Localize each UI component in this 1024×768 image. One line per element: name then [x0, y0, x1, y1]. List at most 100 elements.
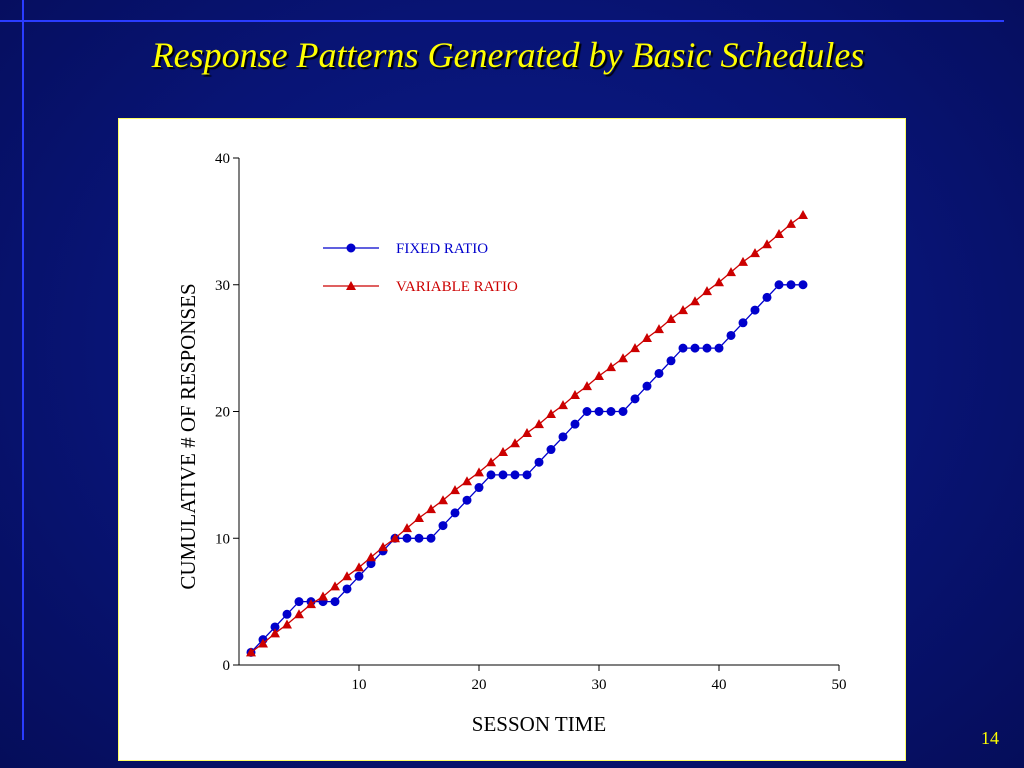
variable-ratio-point	[714, 277, 724, 287]
variable-ratio-point	[702, 286, 712, 296]
variable-ratio-point	[402, 523, 412, 533]
slide-number: 14	[981, 728, 999, 748]
fixed-ratio-point	[606, 407, 616, 416]
fixed-ratio-point	[558, 432, 568, 442]
x-tick-label: 20	[472, 677, 487, 693]
variable-ratio-point	[486, 457, 496, 467]
fixed-ratio-point	[618, 407, 628, 416]
variable-ratio-point	[546, 409, 556, 419]
fixed-ratio-point	[282, 609, 292, 619]
variable-ratio-point	[354, 562, 364, 572]
fixed-ratio-point	[414, 533, 424, 543]
variable-ratio-point	[342, 571, 352, 581]
fixed-ratio-series-line	[250, 284, 803, 653]
fixed-ratio-point	[498, 470, 508, 480]
fixed-ratio-point	[426, 533, 436, 543]
variable-ratio-point	[606, 362, 616, 372]
variable-ratio-point	[282, 619, 292, 629]
fixed-ratio-point	[486, 470, 496, 480]
variable-ratio-point	[642, 332, 652, 342]
slide-title: Response Patterns Generated by Basic Sch…	[151, 35, 865, 75]
fixed-ratio-point	[438, 521, 448, 531]
fixed-ratio-point	[750, 305, 760, 315]
decorative-horizontal-rule	[0, 20, 1004, 22]
fixed-ratio-point	[582, 407, 592, 416]
y-tick-label: 20	[215, 405, 230, 421]
variable-ratio-point	[306, 599, 316, 609]
variable-ratio-point	[510, 438, 520, 448]
variable-ratio-point	[438, 495, 448, 505]
variable-ratio-point	[630, 343, 640, 353]
fixed-ratio-point	[522, 470, 532, 480]
fixed-ratio-point	[330, 597, 340, 607]
y-tick-label: 10	[215, 531, 230, 547]
variable-ratio-point	[462, 476, 472, 486]
fixed-ratio-legend-label: FIXED RATIO	[396, 241, 488, 257]
fixed-ratio-point	[726, 330, 736, 340]
variable-ratio-point	[726, 267, 736, 277]
fixed-ratio-point	[450, 508, 460, 518]
y-tick-label: 30	[215, 278, 230, 294]
fixed-ratio-point	[594, 407, 604, 416]
cumulative-response-chart: 0 10 20 30 40 10 20 30 40 50 SESSON TIME CUMULATIVE…	[176, 151, 847, 736]
variable-ratio-point	[678, 305, 688, 315]
variable-ratio-point	[522, 428, 532, 438]
y-axis-label: CUMULATIVE # OF RESPONSES	[176, 283, 200, 589]
fixed-ratio-point	[630, 394, 640, 404]
variable-ratio-point	[774, 229, 784, 239]
variable-ratio-point	[738, 256, 748, 266]
variable-ratio-point	[258, 638, 268, 648]
variable-ratio-point	[786, 218, 796, 228]
fixed-ratio-point	[774, 280, 784, 290]
variable-ratio-point	[582, 381, 592, 391]
fixed-ratio-point	[786, 280, 796, 290]
variable-ratio-point	[558, 400, 568, 410]
variable-ratio-point	[762, 239, 772, 249]
variable-ratio-point	[378, 542, 388, 552]
x-tick-label: 30	[592, 677, 607, 693]
fixed-ratio-point	[534, 457, 544, 467]
fixed-ratio-point	[762, 292, 772, 302]
variable-ratio-point	[666, 313, 676, 323]
fixed-ratio-point	[798, 280, 808, 290]
variable-ratio-point	[330, 581, 340, 591]
x-axis-label: SESSON TIME	[472, 712, 606, 736]
x-tick-label: 50	[832, 677, 847, 693]
fixed-ratio-point	[690, 343, 700, 353]
variable-ratio-legend-label: VARIABLE RATIO	[396, 279, 518, 295]
fixed-ratio-point	[714, 343, 724, 353]
variable-ratio-point	[570, 390, 580, 400]
variable-ratio-point	[594, 371, 604, 381]
fixed-ratio-point	[510, 470, 520, 480]
fixed-ratio-point	[354, 571, 364, 581]
fixed-ratio-point	[546, 445, 556, 455]
variable-ratio-point	[798, 210, 808, 220]
variable-ratio-point	[246, 647, 256, 657]
chart-panel: 0 10 20 30 40 10 20 30 40 50 SESSON TIME CUMULATIVE…	[118, 118, 906, 761]
fixed-ratio-point	[666, 356, 676, 366]
y-tick-label: 0	[223, 658, 231, 674]
variable-ratio-point	[450, 485, 460, 495]
fixed-ratio-point	[402, 533, 412, 543]
fixed-ratio-point	[294, 597, 304, 607]
fixed-ratio-point	[702, 343, 712, 353]
variable-ratio-legend-marker	[346, 281, 356, 290]
variable-ratio-point	[414, 512, 424, 522]
fixed-ratio-point	[474, 483, 484, 493]
variable-ratio-point	[390, 533, 400, 543]
variable-ratio-point	[270, 628, 280, 638]
x-tick-label: 40	[712, 677, 727, 693]
variable-ratio-point	[318, 591, 328, 601]
fixed-ratio-point	[462, 495, 472, 505]
fixed-ratio-point	[654, 368, 664, 378]
fixed-ratio-point	[570, 419, 580, 429]
variable-ratio-point	[690, 296, 700, 306]
variable-ratio-point	[534, 419, 544, 429]
variable-ratio-point	[654, 324, 664, 334]
variable-ratio-point	[498, 447, 508, 457]
fixed-ratio-legend-marker	[346, 243, 356, 253]
fixed-ratio-point	[342, 584, 352, 594]
fixed-ratio-point	[678, 343, 688, 353]
fixed-ratio-point	[642, 381, 652, 391]
y-tick-label: 40	[215, 151, 230, 167]
